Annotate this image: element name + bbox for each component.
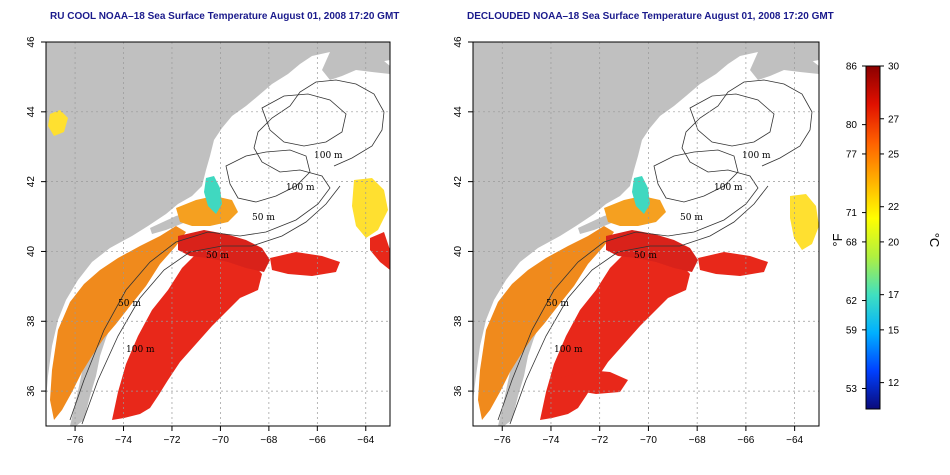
map-axes: −76 −74 −72 −70 −68 −66 −64 36 38 40 42 44 46	[453, 36, 804, 446]
contour-label: 100 m	[714, 183, 743, 193]
x-tick-label: −72	[163, 435, 180, 446]
x-tick-label: −64	[786, 435, 803, 446]
y-tick-label: 40	[26, 245, 37, 257]
map-title-right: DECLOUDED NOAA–18 Sea Surface Temperatur…	[467, 11, 834, 22]
map-title-left: RU COOL NOAA–18 Sea Surface Temperature …	[50, 11, 400, 22]
graticule	[473, 41, 819, 426]
sst-region-shelf-hot	[112, 246, 262, 420]
colorbar-c-label: 17	[888, 290, 900, 301]
y-tick-label: 42	[453, 176, 464, 188]
colorbar-unit-fahrenheit: °F	[830, 233, 845, 246]
x-tick-label: −76	[494, 435, 511, 446]
y-tick-label: 40	[453, 245, 464, 257]
x-tick-label: −70	[640, 435, 657, 446]
x-tick-label: −70	[212, 435, 229, 446]
map-panel-left: 100 m 100 m 50 m 50 m 50 m 100 m −76 −74−…	[26, 36, 391, 446]
contour-label: 50 m	[546, 299, 569, 309]
colorbar-f-label: 80	[846, 120, 858, 131]
land-nova-scotia	[750, 46, 819, 80]
map-frame	[45, 41, 391, 427]
sst-region-north	[604, 196, 666, 226]
sst-region-north	[176, 196, 238, 226]
colorbar-c-label: 22	[888, 202, 900, 213]
bathymetry-contours	[497, 79, 813, 425]
bathymetry-contours	[69, 79, 385, 425]
colorbar-f-label: 71	[846, 208, 858, 219]
y-tick-label: 46	[26, 36, 37, 48]
contour-label: 50 m	[206, 251, 229, 261]
y-tick-label: 36	[453, 385, 464, 397]
sst-region-cool-patch	[632, 176, 650, 214]
sst-region-nearshore	[478, 226, 614, 420]
contour-label: 100 m	[314, 151, 343, 161]
land-nova-scotia	[322, 46, 390, 80]
y-tick-label: 46	[453, 36, 464, 48]
colorbar-f-label: 86	[846, 62, 858, 73]
y-tick-label: 42	[26, 176, 37, 188]
y-tick-label: 38	[453, 315, 464, 327]
contour-label: 50 m	[252, 213, 275, 223]
sst-region-southwest	[698, 252, 768, 276]
contour-label: 100 m	[554, 345, 583, 355]
colorbar-c-label: 15	[888, 325, 900, 336]
sst-region-gulf-maine-patch	[48, 110, 68, 136]
x-tick-label: −74	[115, 435, 132, 446]
land-mass	[46, 42, 390, 400]
y-tick-label: 36	[26, 385, 37, 397]
sst-region-nearshore	[50, 226, 186, 420]
land-mass	[473, 42, 819, 400]
sst-region-yellow-patch	[352, 178, 388, 238]
contour-label: 100 m	[286, 183, 315, 193]
map-frame	[472, 41, 820, 427]
x-tick-label: −64	[357, 435, 374, 446]
colorbar-c-label: 25	[888, 149, 900, 160]
colorbar: 86 80 77 71 68 62 59 53 30 27 25 22 20 17 15 12 °F °C	[830, 62, 942, 410]
x-tick-label: −74	[542, 435, 559, 446]
contour-label: 100 m	[126, 345, 155, 355]
x-tick-label: −72	[591, 435, 608, 446]
colorbar-f-label: 62	[846, 296, 858, 307]
x-tick-label: −66	[309, 435, 326, 446]
colorbar-ramp	[865, 65, 881, 410]
contour-label: 50 m	[680, 213, 703, 223]
colorbar-c-label: 12	[888, 378, 900, 389]
x-tick-label: −68	[260, 435, 277, 446]
colorbar-celsius-ticks: 30 27 25 22 20 17 15 12	[880, 62, 900, 389]
sst-region-southwest	[270, 252, 340, 276]
colorbar-f-label: 68	[846, 237, 858, 248]
sst-region-east-edge	[370, 232, 390, 270]
contour-label: 50 m	[634, 251, 657, 261]
y-tick-label: 44	[26, 106, 37, 118]
map-axes: −76 −74 −72 −70 −68 −66 −64 36 38 40 42 44 46	[26, 36, 375, 446]
y-tick-label: 38	[26, 315, 37, 327]
colorbar-f-label: 59	[846, 325, 858, 336]
contour-label: 50 m	[118, 299, 141, 309]
sst-region-south-patch	[560, 370, 628, 394]
colorbar-unit-celsius: °C	[927, 233, 942, 248]
sst-region-cool-patch	[204, 176, 222, 214]
colorbar-fahrenheit-ticks: 86 80 77 71 68 62 59 53	[846, 62, 866, 395]
y-tick-label: 44	[453, 106, 464, 118]
x-tick-label: −66	[737, 435, 754, 446]
contour-label: 100 m	[742, 151, 771, 161]
x-tick-label: −68	[689, 435, 706, 446]
sst-region-offshore-hot	[606, 230, 698, 272]
map-panel-right: 100 m 100 m 50 m 50 m 50 m 100 m −76 −74−…	[453, 36, 820, 446]
sst-region-yellow-patch	[790, 194, 819, 250]
colorbar-c-label: 30	[888, 62, 900, 73]
x-tick-label: −76	[67, 435, 84, 446]
colorbar-c-label: 27	[888, 114, 900, 125]
colorbar-c-label: 20	[888, 237, 900, 248]
sst-region-offshore-hot	[178, 230, 270, 272]
colorbar-f-label: 77	[846, 149, 858, 160]
colorbar-f-label: 53	[846, 384, 858, 395]
